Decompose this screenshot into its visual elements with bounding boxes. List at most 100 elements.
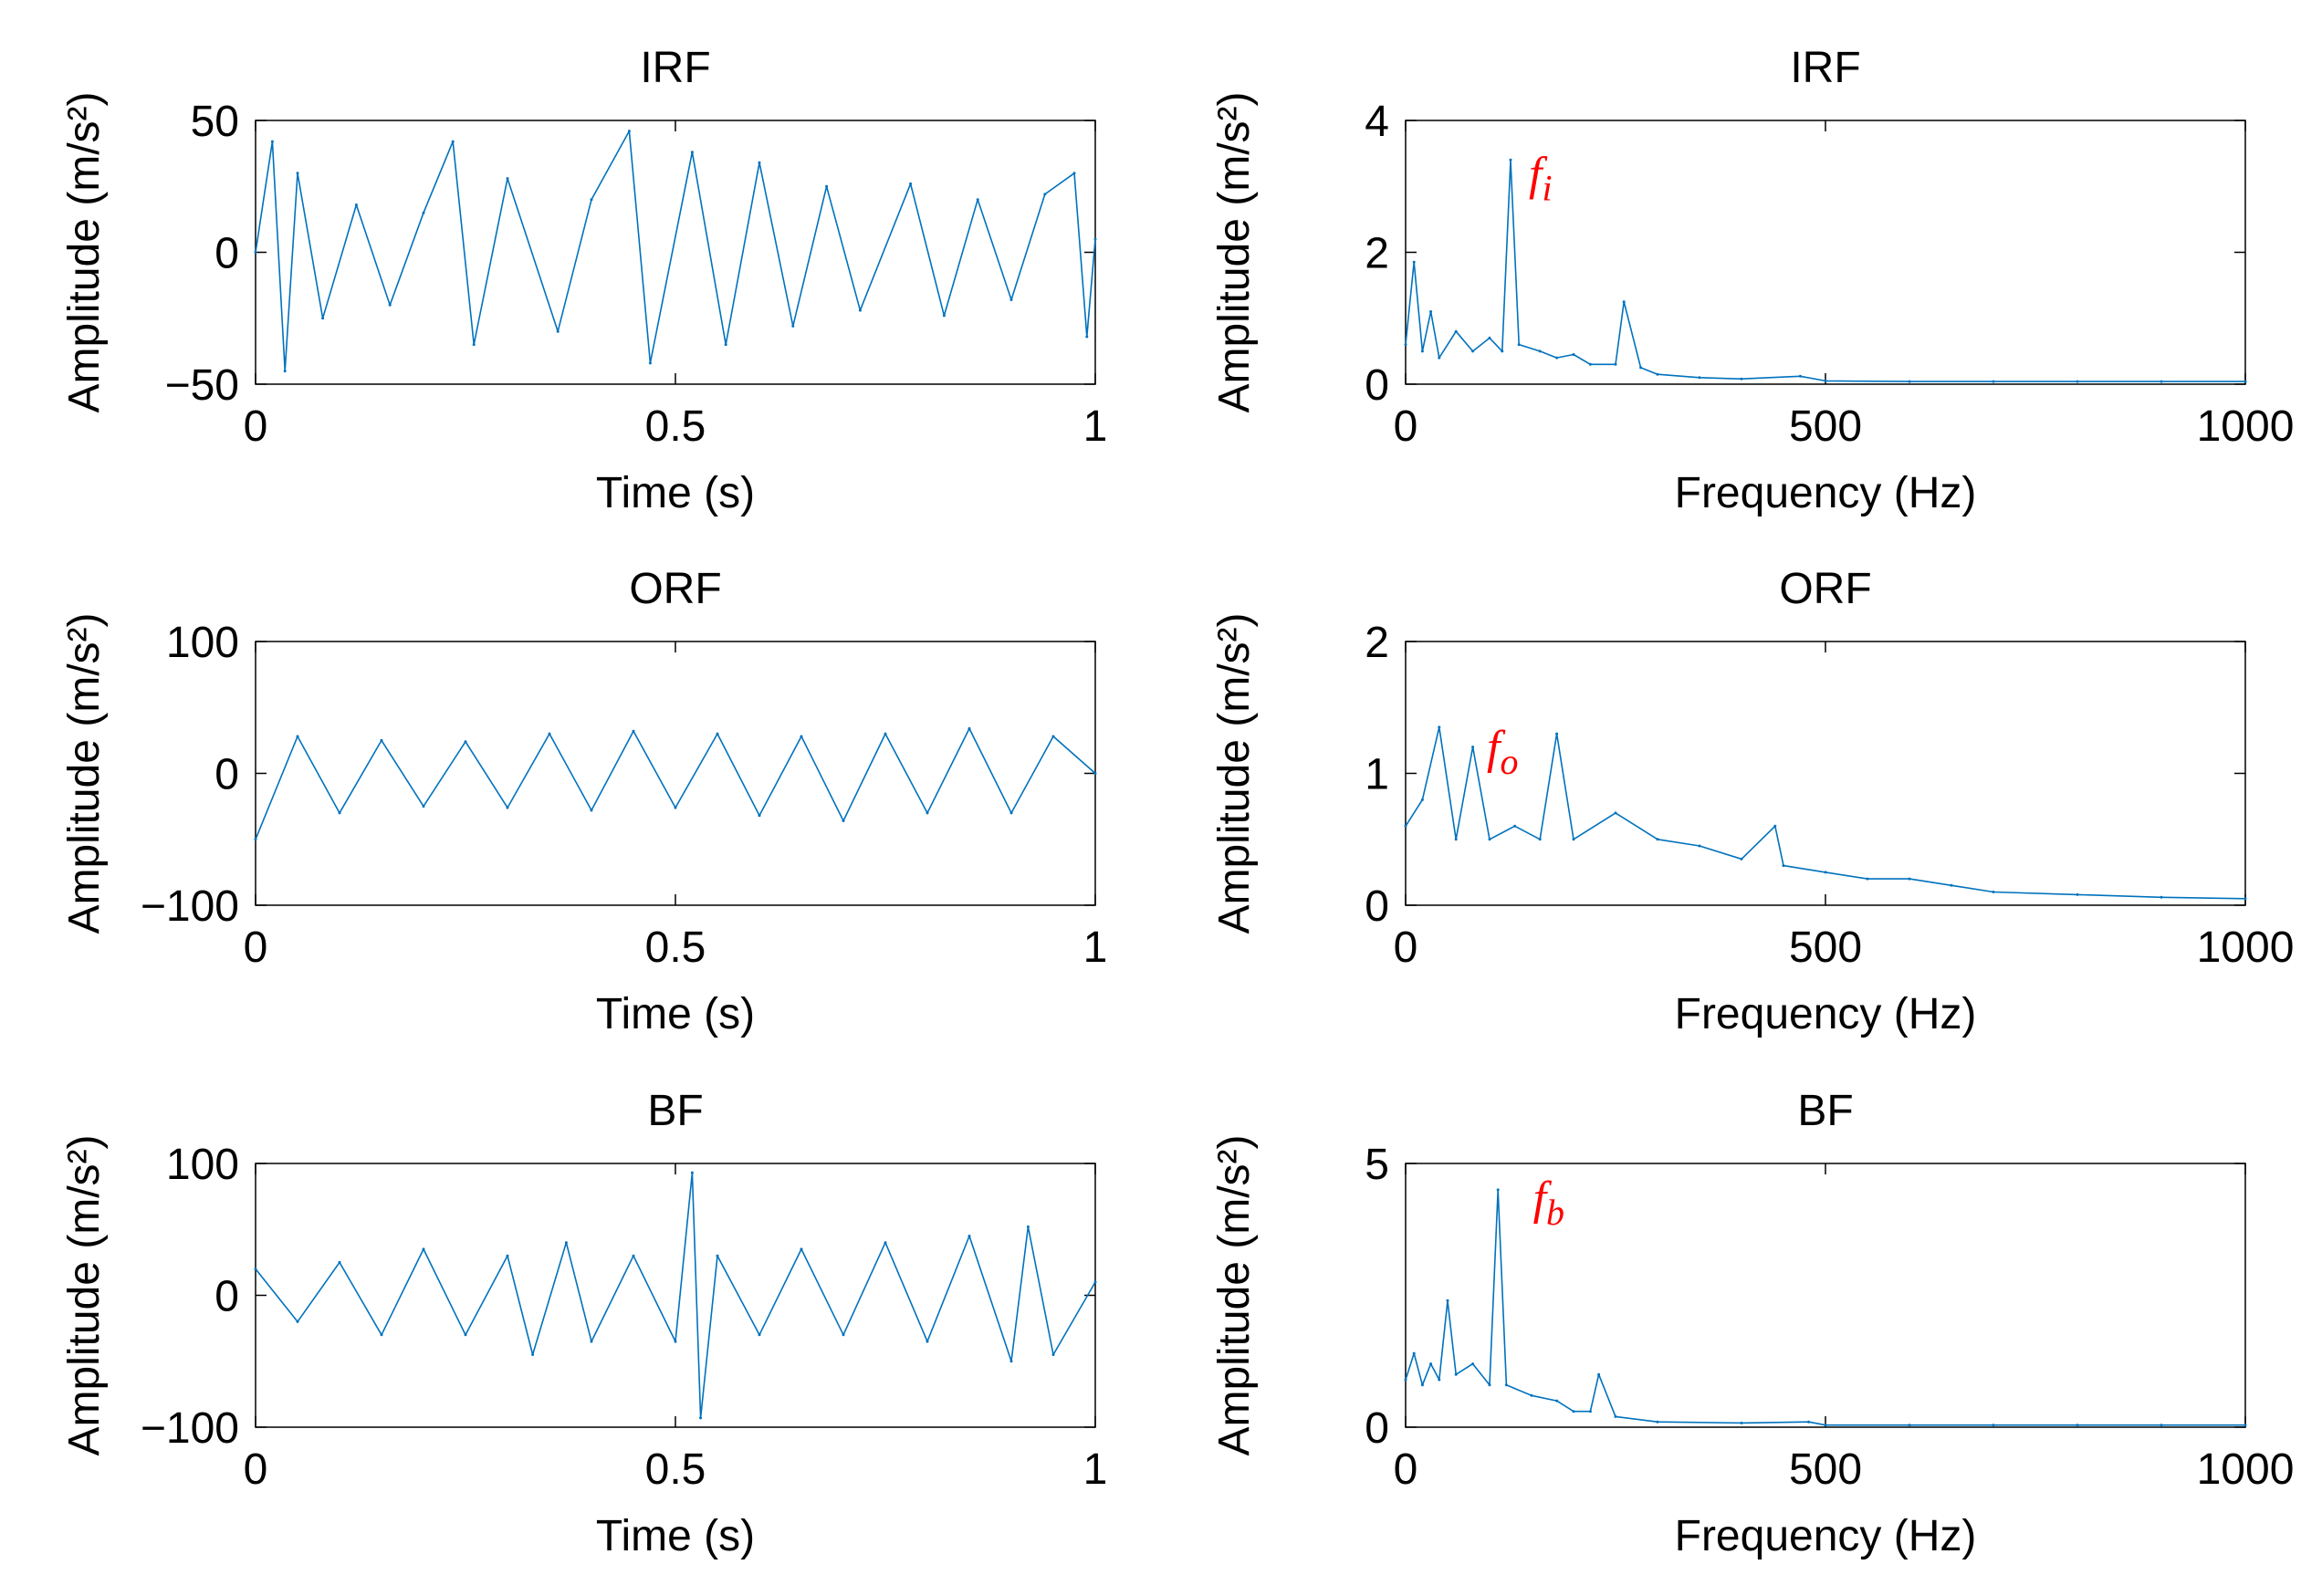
- orf-spectrum-3-ytick-label: 1: [1365, 751, 1389, 799]
- irf-spectrum-1-plot: IRF 0 500 1000 4 2 0 Frequency (Hz) Amplitude (m…: [1210, 44, 2294, 517]
- bf-spectrum-5-data-point: [1656, 1420, 1659, 1424]
- irf-spectrum-1-data-point: [1588, 362, 1592, 366]
- orf-time-2-data-point: [758, 814, 761, 818]
- bf-time-4-data-point: [1009, 1360, 1013, 1363]
- orf-time-2-data-point: [1093, 772, 1097, 775]
- irf-spectrum-1-peak-annotation-0: fi: [1529, 148, 1553, 208]
- irf-time-0-xtick-label: 0.5: [645, 402, 706, 451]
- bf-spectrum-5-data-point: [1588, 1410, 1592, 1413]
- irf-time-0-data-point: [296, 172, 299, 175]
- irf-time-0-data-point: [791, 324, 795, 328]
- orf-spectrum-3-data-point: [2076, 892, 2079, 896]
- bf-spectrum-5-data-point: [1992, 1424, 1995, 1427]
- bf-time-4-data-point: [1093, 1280, 1097, 1284]
- irf-spectrum-1-data-point: [2244, 380, 2247, 383]
- bf-time-4-data-point: [842, 1333, 845, 1337]
- orf-time-2-data-point: [842, 819, 845, 822]
- bf-time-4-xtick-label: 0.5: [645, 1445, 706, 1494]
- bf-time-4-data-point: [422, 1247, 425, 1251]
- bf-spectrum-5-peak-annotation-0: fb: [1533, 1173, 1564, 1233]
- bf-time-4-data-point: [674, 1340, 677, 1343]
- bf-time-4-data-point: [590, 1340, 593, 1343]
- bf-time-4-data-point: [884, 1241, 887, 1245]
- orf-spectrum-3-data-point: [1656, 838, 1659, 841]
- bf-time-4-ytick-label: −100: [141, 1404, 239, 1453]
- irf-spectrum-1-data-point: [1572, 353, 1575, 356]
- irf-spectrum-1-data-point: [1404, 343, 1407, 347]
- orf-time-2-ylabel: Amplitude (m/s²): [60, 612, 109, 934]
- bf-time-4-data-point: [758, 1333, 761, 1337]
- bf-time-4-xlabel: Time (s): [596, 1512, 755, 1560]
- irf-time-0-data-point: [1093, 237, 1097, 241]
- orf-time-2-data-point: [590, 808, 593, 812]
- bf-spectrum-5-data-point: [1614, 1414, 1617, 1418]
- irf-spectrum-1-data-point: [1509, 158, 1512, 162]
- irf-time-0-data-point: [976, 198, 979, 202]
- bf-time-4-data-point: [968, 1235, 971, 1237]
- irf-time-0-data-point: [270, 140, 274, 143]
- irf-spectrum-1-title: IRF: [1790, 44, 1860, 92]
- orf-spectrum-3-ytick-label: 2: [1365, 619, 1389, 667]
- irf-time-0-data-point: [758, 161, 761, 164]
- bf-spectrum-5-data-point: [1454, 1372, 1458, 1376]
- orf-time-2-data-point: [254, 838, 257, 841]
- bf-spectrum-5-ylabel: Amplitude (m/s²): [1210, 1134, 1259, 1455]
- irf-spectrum-1-data-point: [1488, 336, 1491, 339]
- bf-spectrum-5-data-point: [1412, 1351, 1416, 1355]
- irf-time-0-data-point: [648, 361, 652, 365]
- orf-spectrum-3-data-point: [1471, 746, 1475, 749]
- bf-time-4-xtick-label: 0: [244, 1445, 268, 1494]
- irf-spectrum-1-data-point: [1698, 376, 1701, 380]
- orf-spectrum-3-title: ORF: [1779, 565, 1871, 613]
- orf-spectrum-3-ytick-label: 0: [1365, 882, 1389, 931]
- irf-time-0-data-point: [556, 329, 560, 333]
- orf-spectrum-3-data-point: [1824, 871, 1827, 874]
- bf-spectrum-5-title: BF: [1797, 1087, 1853, 1135]
- irf-spectrum-1-ytick-label: 2: [1365, 230, 1389, 278]
- bf-spectrum-5-data-point: [1597, 1372, 1601, 1376]
- bf-time-4-data-point: [690, 1171, 694, 1174]
- bf-time-4-data-point: [1026, 1225, 1030, 1228]
- annotation-subscript: i: [1542, 167, 1552, 208]
- orf-spectrum-3-data-point: [1866, 877, 1869, 881]
- annotation-subscript: o: [1500, 741, 1518, 782]
- orf-spectrum-3-data-point: [2244, 897, 2247, 901]
- irf-time-0-data-point: [825, 184, 829, 188]
- orf-spectrum-3-data-point: [1420, 798, 1424, 801]
- bf-time-4-data-point: [506, 1254, 509, 1257]
- irf-time-0-data-point: [422, 211, 425, 214]
- irf-time-0-data-point: [388, 303, 392, 307]
- bf-time-4-data-point: [564, 1241, 568, 1245]
- irf-spectrum-1-xtick-label: 1000: [2197, 402, 2295, 451]
- irf-time-0-data-point: [590, 198, 593, 202]
- irf-time-0-title: IRF: [640, 44, 710, 92]
- irf-spectrum-1-xtick-label: 500: [1789, 402, 1862, 451]
- orf-time-2-data-point: [884, 732, 887, 735]
- bf-spectrum-5-data-point: [1807, 1420, 1811, 1424]
- bf-time-4-data-point: [254, 1267, 257, 1271]
- bf-time-4-data-point: [926, 1340, 929, 1343]
- orf-time-2-data-point: [1009, 811, 1013, 815]
- irf-time-0-xtick-label: 1: [1083, 402, 1108, 451]
- orf-spectrum-3-data-point: [1513, 824, 1517, 828]
- irf-time-0-data-point: [472, 343, 476, 347]
- irf-spectrum-1-xtick-label: 0: [1394, 402, 1418, 451]
- irf-spectrum-1-data-point: [1908, 380, 1911, 383]
- irf-spectrum-1-data-point: [1740, 377, 1743, 381]
- irf-spectrum-1-data-point: [1622, 300, 1626, 304]
- irf-spectrum-1-data-point: [1824, 379, 1827, 382]
- bf-spectrum-5-data-point: [1824, 1424, 1827, 1427]
- irf-time-0-data-point: [942, 314, 946, 318]
- bf-spectrum-5-data-point: [1740, 1421, 1743, 1424]
- irf-time-0-data-point: [254, 251, 257, 254]
- orf-time-2-ytick-label: 100: [166, 619, 239, 667]
- irf-spectrum-1-data-point: [1639, 366, 1643, 370]
- bf-time-4-data-point: [380, 1333, 383, 1337]
- irf-spectrum-1-data-point: [1798, 374, 1802, 378]
- irf-time-0-ytick-label: 0: [214, 230, 239, 278]
- orf-time-2-xtick-label: 0.5: [645, 923, 706, 972]
- bf-time-4-axes-box: [255, 1163, 1096, 1428]
- bf-time-4-data-point: [1051, 1353, 1055, 1356]
- irf-spectrum-1-data-point: [1412, 260, 1416, 264]
